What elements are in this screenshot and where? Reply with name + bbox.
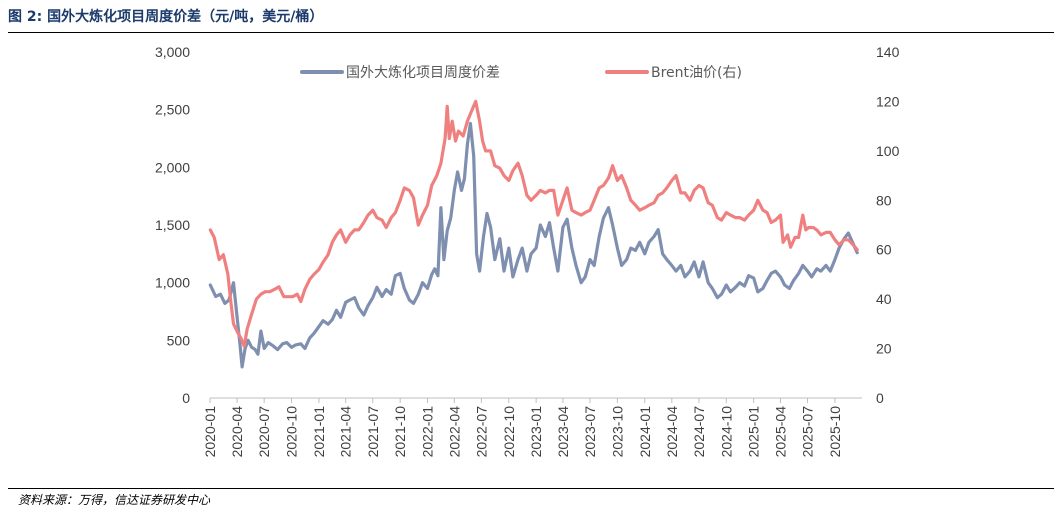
left-axis-tick-label: 1,000 (155, 275, 190, 291)
x-axis-tick-label: 2023-01 (528, 406, 544, 458)
brent-series-line (208, 99, 859, 348)
x-axis-tick-label: 2024-01 (637, 406, 653, 458)
x-axis-tick-label: 2025-04 (772, 406, 788, 458)
left-axis-tick-label: 0 (182, 390, 190, 406)
source-note: 资料来源：万得，信达证券研发中心 (18, 493, 211, 507)
series-lines (208, 99, 859, 369)
x-axis-ticks: 2020-01 2020-04 2020-07 2020-10 2021-01 2021-… (202, 398, 843, 457)
x-axis-tick-label: 2025-07 (800, 406, 816, 458)
right-axis-tick-label: 0 (876, 390, 884, 406)
spread-series-line (208, 121, 859, 369)
x-axis-tick-label: 2022-07 (473, 406, 489, 458)
x-axis-tick-label: 2021-10 (392, 406, 408, 458)
x-axis-tick-label: 2021-07 (365, 406, 381, 458)
left-axis-tick-label: 3,000 (155, 44, 190, 60)
x-axis-tick-label: 2023-04 (555, 406, 571, 458)
x-axis-tick-label: 2020-10 (284, 406, 300, 458)
x-axis-tick-label: 2022-04 (446, 406, 462, 458)
x-axis-tick-label: 2023-07 (582, 406, 598, 458)
x-axis-tick-label: 2022-01 (420, 406, 436, 458)
right-axis-tick-label: 120 (876, 93, 900, 109)
x-axis-tick-label: 2024-10 (718, 406, 734, 458)
x-axis-tick-label: 2021-01 (311, 406, 327, 458)
x-axis-tick-label: 2024-07 (691, 406, 707, 458)
right-axis-tick-label: 80 (876, 192, 892, 208)
right-axis-tick-label: 100 (876, 143, 900, 159)
x-axis-tick-label: 2022-10 (501, 406, 517, 458)
left-axis-tick-label: 2,500 (155, 102, 190, 118)
x-axis-tick-label: 2025-01 (746, 406, 762, 458)
right-axis-tick-label: 20 (876, 341, 892, 357)
x-axis-tick-label: 2020-04 (229, 406, 245, 458)
left-axis-tick-label: 1,500 (155, 217, 190, 233)
x-axis-tick-label: 2020-07 (256, 406, 272, 458)
right-axis-tick-label: 40 (876, 291, 892, 307)
right-axis-tick-label: 140 (876, 44, 900, 60)
x-axis-tick-label: 2021-04 (338, 406, 354, 458)
legend: 国外大炼化项目周度价差 Brent油价(右) (300, 65, 742, 81)
figure-title: 图 2: 国外大炼化项目周度价差（元/吨，美元/桶） (8, 9, 324, 25)
right-axis-ticks: 0 20 40 60 80 100 120 140 (876, 44, 900, 406)
left-axis-tick-label: 2,000 (155, 159, 190, 175)
source-rule (8, 488, 1054, 489)
left-axis-ticks: 0 500 1,000 1,500 2,000 2,500 3,000 (155, 44, 190, 406)
right-axis-tick-label: 60 (876, 242, 892, 258)
chart: 国外大炼化项目周度价差 Brent油价(右) 0 500 1,000 1,500 2,00… (155, 44, 900, 457)
x-axis-tick-label: 2025-10 (827, 406, 843, 458)
x-axis-tick-label: 2024-04 (664, 406, 680, 458)
legend-label: 国外大炼化项目周度价差 (346, 65, 500, 81)
x-axis-tick-label: 2020-01 (202, 406, 218, 458)
title-rule (8, 32, 1054, 33)
x-axis-tick-label: 2023-10 (609, 406, 625, 458)
legend-label: Brent油价(右) (651, 65, 742, 81)
left-axis-tick-label: 500 (167, 332, 191, 348)
